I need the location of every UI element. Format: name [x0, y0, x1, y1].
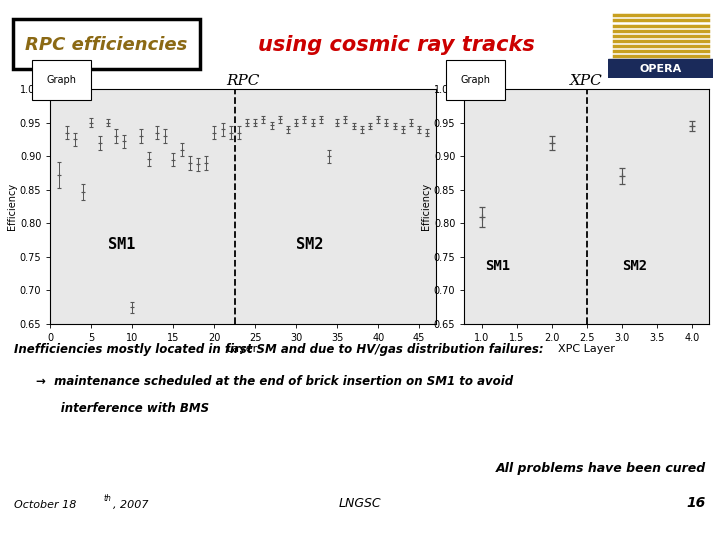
Text: 16: 16 — [686, 496, 706, 510]
Text: Graph: Graph — [46, 75, 76, 85]
Text: SM2: SM2 — [296, 237, 324, 252]
Text: , 2007: , 2007 — [113, 500, 148, 510]
Title: XPC: XPC — [570, 74, 603, 88]
Text: →  maintenance scheduled at the end of brick insertion on SM1 to avoid: → maintenance scheduled at the end of br… — [36, 375, 513, 388]
Text: interference with BMS: interference with BMS — [36, 402, 209, 415]
Text: OPERA: OPERA — [639, 64, 682, 74]
Title: RPC: RPC — [226, 74, 260, 88]
Text: Inefficiencies mostly located in first SM and due to HV/gas distribution failure: Inefficiencies mostly located in first S… — [14, 343, 544, 356]
X-axis label: XPC Layer: XPC Layer — [559, 345, 615, 354]
X-axis label: Layer: Layer — [228, 345, 258, 354]
Y-axis label: Efficiency: Efficiency — [7, 183, 17, 230]
Text: October 18: October 18 — [14, 500, 77, 510]
Text: using cosmic ray tracks: using cosmic ray tracks — [258, 35, 534, 55]
Text: RPC efficiencies: RPC efficiencies — [25, 36, 187, 53]
Text: All problems have been cured: All problems have been cured — [495, 462, 706, 475]
Text: SM1: SM1 — [108, 237, 135, 252]
Text: LNGSC: LNGSC — [338, 497, 382, 510]
Text: th: th — [104, 494, 112, 503]
Text: Graph: Graph — [460, 75, 490, 85]
Text: SM1: SM1 — [485, 259, 510, 273]
Text: SM2: SM2 — [622, 259, 647, 273]
Bar — [608, 59, 713, 78]
FancyBboxPatch shape — [13, 19, 199, 69]
Y-axis label: Efficiency: Efficiency — [421, 183, 431, 230]
